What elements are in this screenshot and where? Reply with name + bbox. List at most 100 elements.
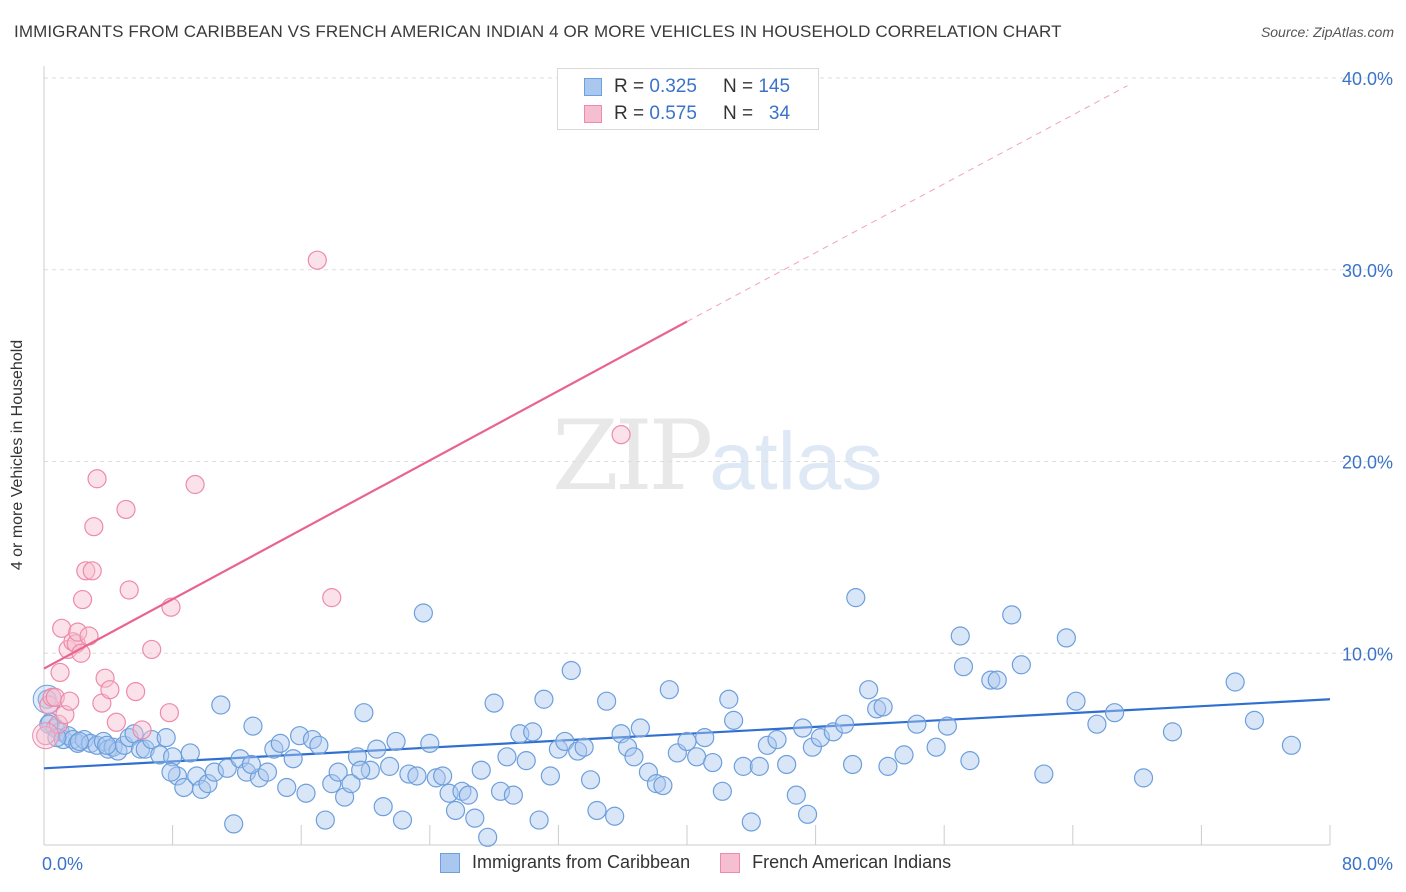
data-point-caribbean [859,680,879,700]
data-point-caribbean [445,800,466,821]
source-label: Source: ZipAtlas.com [1260,24,1394,40]
data-point-caribbean [458,785,478,805]
legend-n-value: 34 [768,103,791,124]
data-point-caribbean [1002,605,1022,625]
data-point-caribbean [241,754,261,775]
data-point-caribbean [597,691,617,711]
data-point-caribbean [180,743,200,763]
data-point-caribbean [749,756,769,776]
data-point-caribbean [687,747,707,767]
data-point-caribbean [283,749,303,769]
data-point-french-american-indians [72,589,93,610]
data-point-caribbean [433,766,453,786]
legend-series: Immigrants from Caribbean French America… [440,852,981,873]
data-point-caribbean [490,781,511,801]
data-point-caribbean [392,810,413,830]
data-point-caribbean [135,739,155,759]
data-point-caribbean [413,603,433,623]
data-point-caribbean [1244,710,1265,730]
data-point-caribbean [1133,768,1154,788]
data-point-caribbean [351,760,371,780]
legend-item-caribbean[interactable]: Immigrants from Caribbean [440,852,690,873]
data-point-caribbean [950,626,970,646]
legend-swatch-french [720,852,741,873]
data-point-caribbean [497,747,517,767]
data-point-caribbean [580,770,601,790]
data-point-caribbean [69,731,89,752]
data-point-french-american-indians [116,499,136,520]
data-point-caribbean [465,808,485,828]
trend-caribbean-group [43,698,1331,770]
data-point-caribbean [786,785,806,805]
data-point-caribbean [296,783,316,803]
data-point-caribbean [386,731,406,752]
data-point-french-american-indians [36,726,56,746]
legend-item-french-american-indians[interactable]: French American Indians [720,852,951,873]
points-french-american-indians [32,250,631,750]
data-point-caribbean [373,797,393,817]
legend-r-label: R = [614,103,645,124]
data-point-caribbean [204,762,224,782]
data-point-caribbean [309,735,329,755]
data-point-caribbean [367,739,387,759]
data-point-caribbean [156,728,176,748]
data-point-caribbean [555,731,575,752]
data-point-caribbean [719,689,739,709]
y-axis-label-wrap: 4 or more Vehicles in Household [9,340,27,570]
chart-title: IMMIGRANTS FROM CARIBBEAN VS FRENCH AMER… [14,22,1062,41]
data-point-caribbean [624,747,644,767]
data-point-caribbean [630,718,650,738]
data-point-caribbean [534,689,554,709]
data-point-french-american-indians [39,695,59,715]
data-point-caribbean [777,754,797,775]
data-point-caribbean [548,739,569,759]
data-point-caribbean [1104,703,1125,723]
data-point-caribbean [712,781,732,801]
data-point-french-american-indians [126,681,146,702]
data-point-caribbean [846,588,866,608]
data-point-caribbean [823,722,843,742]
points-caribbean [32,588,1302,847]
y-tick-label: 20.0% [1342,453,1393,473]
data-point-caribbean [1162,722,1183,742]
x-tick-label-max: 80.0% [1342,854,1393,874]
data-point-caribbean [161,762,181,782]
axes [43,66,1331,846]
data-point-french-american-indians [119,580,139,600]
data-point-caribbean [399,764,419,784]
data-point-french-american-indians [95,668,115,688]
data-point-caribbean [503,785,523,805]
data-point-caribbean [987,670,1007,690]
data-point-caribbean [354,703,374,723]
data-point-french-american-indians [79,626,99,646]
y-tick-label: 30.0% [1342,261,1393,281]
y-tick-label: 10.0% [1342,644,1393,664]
data-point-caribbean [1011,655,1031,675]
data-point-caribbean [587,800,607,821]
data-point-caribbean [561,660,581,681]
data-point-caribbean [907,714,927,734]
data-point-caribbean [471,760,491,780]
data-point-caribbean [724,710,744,730]
legend-swatch-caribbean [440,852,460,873]
data-point-french-american-indians [52,618,72,638]
legend-n-label: N = [722,103,754,124]
data-point-caribbean [802,737,822,757]
data-point-caribbean [677,731,697,752]
data-point-caribbean [407,766,427,786]
data-point-caribbean [1281,735,1302,755]
data-point-caribbean [741,812,761,832]
data-point-caribbean [315,810,335,830]
data-point-caribbean [653,775,673,796]
data-point-french-american-indians [45,687,65,707]
data-point-caribbean [960,751,980,771]
data-point-caribbean [834,714,855,734]
data-point-caribbean [529,810,549,830]
data-point-caribbean [341,774,361,794]
data-point-caribbean [926,737,946,757]
data-point-french-american-indians [132,720,152,740]
data-point-french-american-indians [322,588,342,608]
data-point-caribbean [270,733,290,753]
y-axis-label: 4 or more Vehicles in Household [9,339,26,571]
